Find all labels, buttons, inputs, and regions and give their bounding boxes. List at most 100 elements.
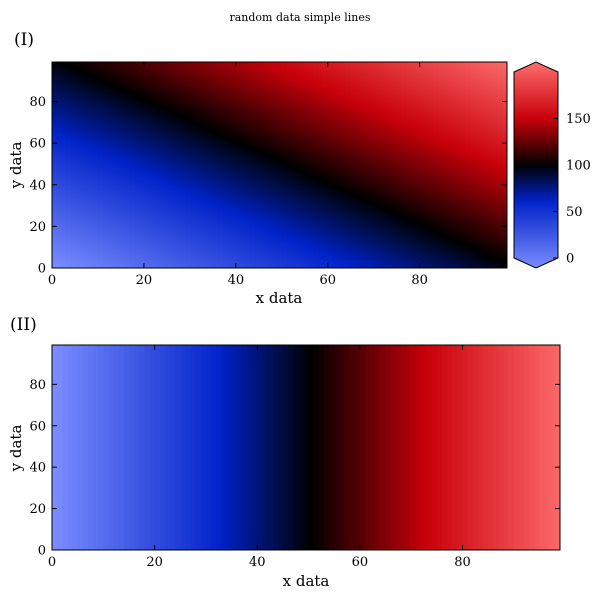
heatmap-cell <box>231 180 237 183</box>
heatmap-cell <box>304 222 310 225</box>
heatmap-cell <box>93 243 99 246</box>
heatmap-cell <box>79 195 85 198</box>
heatmap-cell <box>52 197 57 200</box>
heatmap-cell <box>180 230 186 233</box>
heatmap-cell <box>166 180 172 183</box>
heatmap-cell <box>373 215 379 219</box>
heatmap-cell <box>493 205 499 208</box>
heatmap-cell <box>332 170 338 173</box>
heatmap-cell <box>189 209 195 212</box>
heatmap-cell <box>143 180 149 183</box>
heatmap-cell <box>286 263 292 267</box>
heatmap-cell <box>171 163 177 167</box>
heatmap-cell <box>382 213 388 217</box>
heatmap-cell <box>461 234 466 237</box>
heatmap-cell <box>346 249 351 252</box>
heatmap-cell <box>217 178 223 181</box>
heatmap-cell <box>387 245 393 248</box>
heatmap-cell <box>428 232 434 235</box>
heatmap-cell <box>208 203 214 206</box>
heatmap-cell <box>442 218 448 221</box>
heatmap-cell <box>222 205 227 208</box>
heatmap-cell <box>392 232 397 235</box>
heatmap-cell <box>405 178 411 181</box>
heatmap-cell <box>346 243 351 246</box>
heatmap-cell <box>461 197 466 200</box>
heatmap-cell <box>346 195 351 198</box>
heatmap-cell <box>148 215 154 219</box>
heatmap-cell <box>415 197 420 200</box>
heatmap-cell <box>189 161 195 165</box>
heatmap-cell <box>157 226 163 229</box>
heatmap-cell <box>176 243 181 246</box>
heatmap-cell <box>176 226 181 229</box>
heatmap-cell <box>405 191 411 194</box>
heatmap-cell <box>493 251 499 254</box>
heatmap-cell <box>139 228 145 231</box>
heatmap-cell <box>373 230 379 233</box>
heatmap-cell <box>433 178 439 181</box>
heatmap-cell <box>148 230 154 233</box>
heatmap-cell <box>222 195 227 198</box>
heatmap-cell <box>111 166 117 169</box>
heatmap-cell <box>428 261 434 264</box>
heatmap-cell <box>74 178 80 181</box>
heatmap-cell <box>116 168 122 171</box>
heatmap-cell <box>130 168 135 171</box>
heatmap-cell <box>300 170 306 173</box>
heatmap-cell <box>369 228 374 231</box>
heatmap-cell <box>369 199 374 202</box>
heatmap-cell <box>474 261 480 264</box>
heatmap-cell <box>143 257 149 260</box>
heatmap-cell <box>84 203 89 206</box>
heatmap-cell <box>332 166 338 169</box>
heatmap-cell <box>102 238 108 242</box>
heatmap-cell <box>217 203 223 206</box>
heatmap-cell <box>139 240 145 244</box>
heatmap-cell <box>484 188 489 192</box>
heatmap-cell <box>203 265 209 268</box>
heatmap-cell <box>84 197 89 200</box>
heatmap-cell <box>272 215 278 219</box>
heatmap-cell <box>65 168 71 171</box>
heatmap-cell <box>180 209 186 212</box>
heatmap-cell <box>323 263 328 267</box>
heatmap-cell <box>153 207 158 210</box>
heatmap-cell <box>442 253 448 256</box>
heatmap-cell <box>176 263 181 267</box>
heatmap-cell <box>222 220 227 223</box>
heatmap-cell <box>290 265 296 268</box>
heatmap-cell <box>65 191 71 194</box>
heatmap-cell <box>208 215 214 219</box>
heatmap-cell <box>185 215 191 219</box>
heatmap-cell <box>222 213 227 217</box>
heatmap-cell <box>497 213 503 217</box>
heatmap-cell <box>226 257 232 260</box>
heatmap-cell <box>442 180 448 183</box>
heatmap-cell <box>231 193 237 196</box>
heatmap-cell <box>185 234 191 237</box>
heatmap-cell <box>65 255 71 258</box>
heatmap-cell <box>254 161 260 165</box>
heatmap-cell <box>364 205 370 208</box>
heatmap-cell <box>217 211 223 215</box>
heatmap-cell <box>116 253 122 256</box>
heatmap-cell <box>166 172 172 175</box>
heatmap-cell <box>387 236 393 239</box>
heatmap-cell <box>332 238 338 242</box>
heatmap-cell <box>341 213 347 217</box>
heatmap-cell <box>451 261 457 264</box>
heatmap-cell <box>424 234 430 237</box>
heatmap-cell <box>226 188 232 192</box>
heatmap-cell <box>194 265 200 268</box>
heatmap-cell <box>318 176 324 179</box>
heatmap-cell <box>268 265 273 268</box>
heatmap-cell <box>419 174 425 177</box>
heatmap-cell <box>318 236 324 239</box>
heatmap-cell <box>309 207 315 210</box>
heatmap-cell <box>245 163 250 167</box>
heatmap-cell <box>157 197 163 200</box>
heatmap-cell <box>447 259 453 262</box>
heatmap-cell <box>217 218 223 221</box>
heatmap-cell <box>120 249 126 252</box>
